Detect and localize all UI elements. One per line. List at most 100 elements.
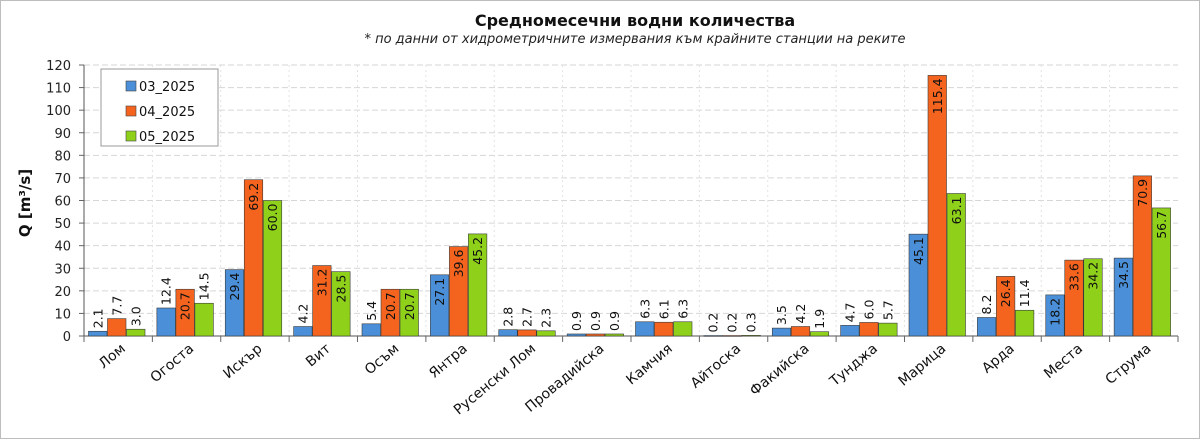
- category-label: Вит: [303, 341, 334, 371]
- chart-title: Средномесечни водни количества: [474, 11, 796, 30]
- value-label: 6.1: [656, 299, 671, 319]
- bar: [224, 269, 245, 337]
- category-label: Айтоска: [688, 341, 744, 392]
- legend-label: 05_2025: [139, 130, 195, 145]
- category-label: Струма: [1103, 341, 1155, 388]
- category-label: Осъм: [362, 341, 402, 378]
- bar: [635, 321, 655, 337]
- y-tick-label: 0: [63, 330, 71, 345]
- value-label: 8.2: [979, 295, 994, 315]
- value-label: 2.8: [501, 307, 516, 327]
- bar: [927, 75, 947, 337]
- value-label: 34.2: [1086, 262, 1101, 290]
- legend-box: [100, 68, 219, 147]
- value-label: 0.9: [588, 311, 603, 331]
- value-label: 0.2: [706, 313, 721, 333]
- bar: [977, 317, 997, 337]
- legend-swatch: [125, 80, 137, 92]
- category-label: Камчия: [623, 341, 675, 389]
- value-label: 26.4: [998, 279, 1013, 307]
- bar: [107, 318, 127, 337]
- value-label: 0.9: [607, 311, 622, 331]
- bar: [790, 326, 811, 337]
- y-tick-label: 70: [54, 172, 71, 187]
- bar: [331, 271, 351, 337]
- value-label: 5.4: [364, 301, 379, 321]
- value-label: 6.3: [675, 299, 690, 319]
- bar: [908, 233, 928, 337]
- value-label: 20.7: [383, 292, 398, 320]
- category-label: Тунджа: [826, 341, 881, 390]
- y-tick-label: 120: [46, 59, 71, 74]
- value-label: 0.3: [744, 312, 759, 332]
- bar: [1015, 309, 1035, 337]
- bar: [126, 328, 146, 337]
- bar: [361, 323, 381, 337]
- bar: [809, 331, 830, 337]
- bar: [722, 335, 742, 337]
- bar: [604, 333, 624, 337]
- bar: [468, 233, 488, 337]
- value-label: 4.7: [842, 302, 857, 322]
- bar: [771, 327, 792, 337]
- value-label: 3.0: [128, 306, 143, 326]
- value-label: 12.4: [159, 277, 174, 305]
- bar: [498, 329, 518, 337]
- value-label: 6.0: [861, 300, 876, 320]
- y-tick-label: 90: [54, 127, 71, 142]
- bars: [88, 75, 1171, 337]
- category-label: Марица: [895, 341, 949, 390]
- value-label: 33.6: [1067, 263, 1082, 291]
- value-label: 1.9: [812, 309, 827, 329]
- bar: [399, 288, 419, 337]
- value-label: 39.6: [451, 250, 466, 278]
- legend-label: 03_2025: [139, 80, 195, 95]
- chart-subtitle: * по данни от хидрометричните измервания…: [364, 32, 906, 47]
- bar: [566, 333, 586, 337]
- bar: [1132, 175, 1152, 337]
- value-label: 34.5: [1116, 261, 1131, 289]
- value-label: 56.7: [1154, 211, 1169, 239]
- value-label: 14.5: [197, 272, 212, 300]
- value-label: 27.1: [432, 278, 447, 306]
- value-label: 45.2: [470, 237, 485, 265]
- value-label: 0.9: [569, 311, 584, 331]
- value-label: 2.7: [520, 307, 535, 327]
- y-tick-label: 40: [54, 240, 71, 255]
- bar: [536, 330, 556, 337]
- bar: [243, 179, 264, 337]
- y-tick-label: 110: [46, 82, 71, 97]
- bar: [517, 329, 537, 337]
- value-label: 3.5: [774, 305, 789, 325]
- bar: [380, 288, 400, 337]
- bar: [262, 200, 283, 337]
- category-label: Лом: [96, 341, 129, 372]
- y-tick-label: 30: [54, 262, 71, 277]
- bar: [312, 265, 332, 337]
- y-tick-label: 20: [54, 285, 71, 300]
- y-tick-label: 80: [54, 149, 71, 164]
- bar: [175, 288, 195, 337]
- value-label: 4.2: [793, 304, 808, 324]
- bar: [585, 333, 605, 337]
- y-tick-label: 10: [54, 307, 71, 322]
- bar: [840, 325, 860, 337]
- value-label: 28.5: [333, 275, 348, 303]
- bar: [859, 322, 879, 337]
- bar: [156, 307, 176, 337]
- value-label: 60.0: [265, 203, 280, 231]
- value-label: 63.1: [949, 196, 964, 224]
- bar: [996, 276, 1016, 337]
- bar: [194, 302, 214, 337]
- bar: [293, 326, 313, 337]
- value-label: 2.1: [90, 308, 105, 328]
- legend-label: 04_2025: [139, 105, 195, 120]
- category-label: Янтра: [426, 341, 470, 382]
- value-label: 4.2: [295, 304, 310, 324]
- category-label: Арда: [979, 341, 1017, 377]
- legend-swatch: [125, 105, 137, 117]
- bar: [88, 330, 108, 337]
- value-label: 6.3: [637, 299, 652, 319]
